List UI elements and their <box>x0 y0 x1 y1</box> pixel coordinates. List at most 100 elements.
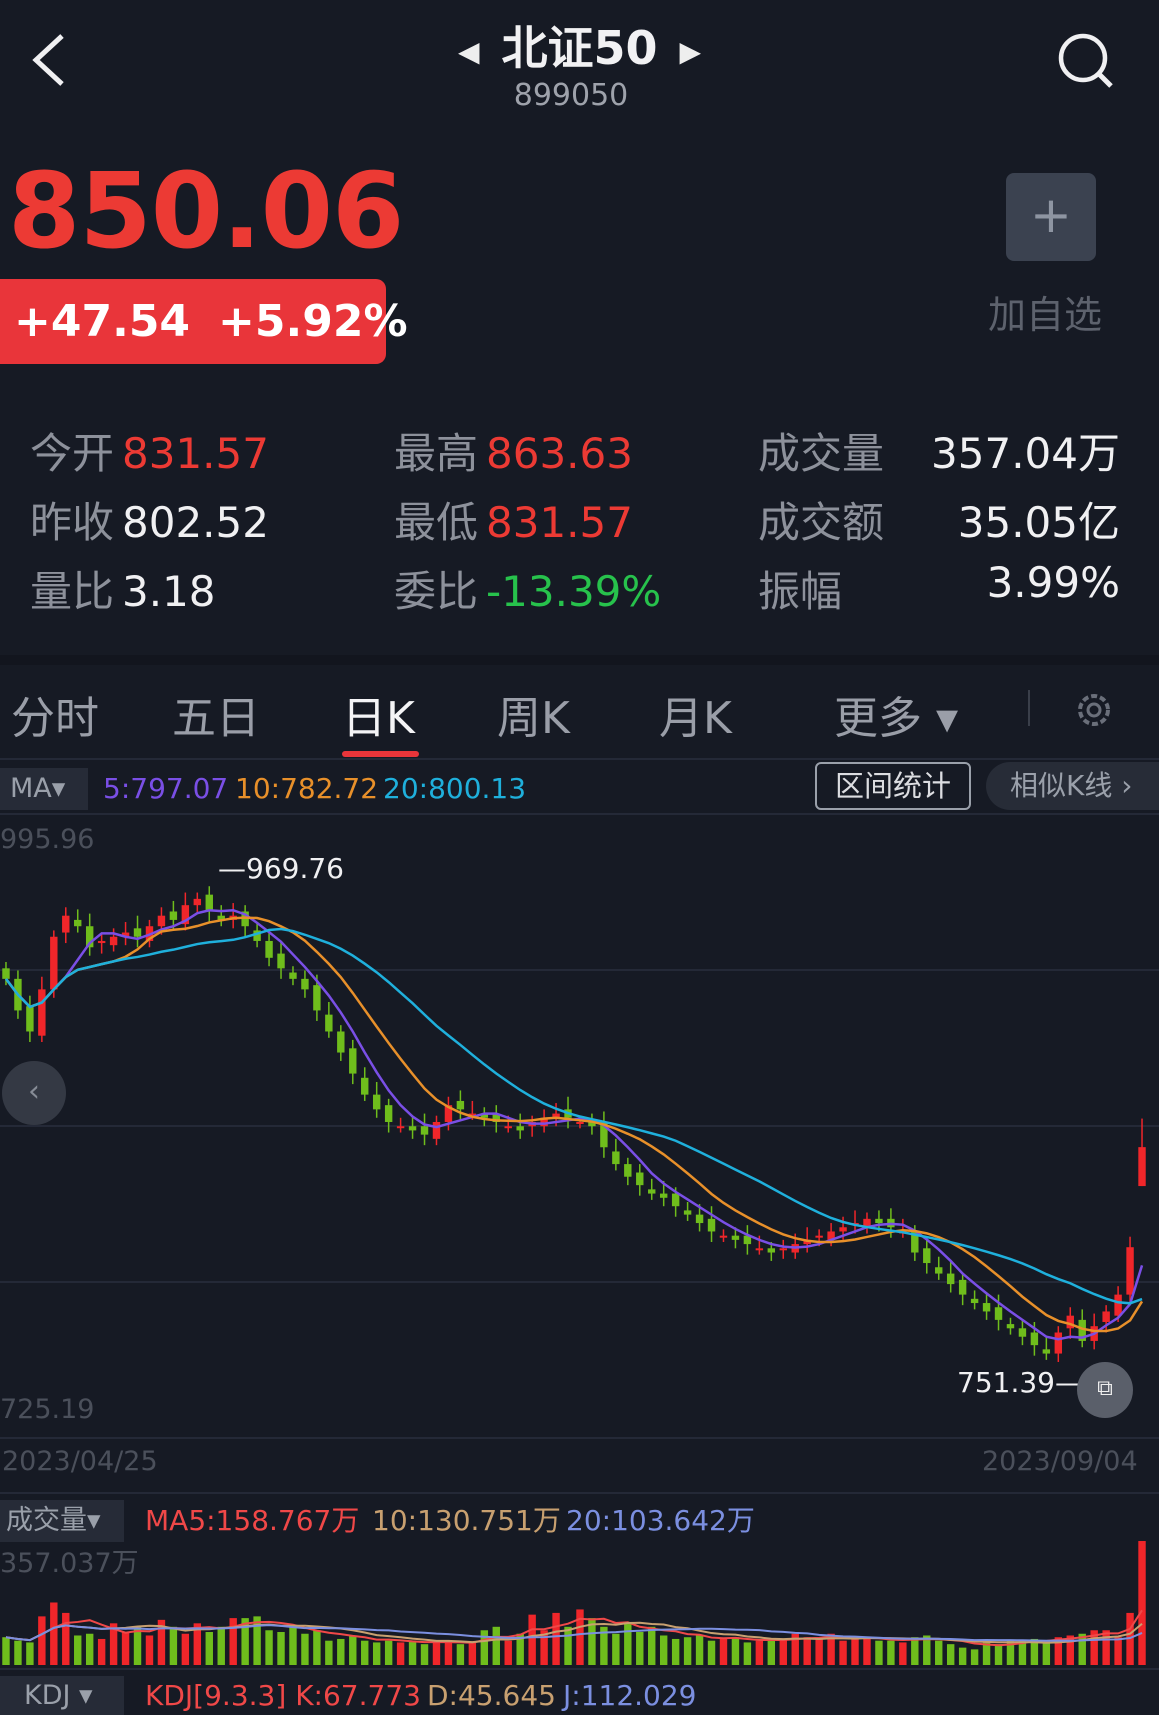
candle <box>815 1235 823 1238</box>
candle <box>803 1239 811 1245</box>
change-badge: +47.54 +5.92% <box>0 279 408 364</box>
volume-bar <box>265 1630 273 1665</box>
stat-7: 委比 -13.39% <box>394 558 661 619</box>
similar-k-button[interactable]: 相似K线 › <box>986 762 1159 810</box>
volume-bar <box>851 1638 859 1665</box>
stat-label: 最高 <box>394 429 479 478</box>
volume-bar <box>564 1626 572 1665</box>
volume-bar <box>97 1638 106 1665</box>
candle <box>157 915 166 927</box>
volume-bar <box>911 1637 919 1665</box>
candle <box>372 1094 381 1110</box>
candle <box>1138 1147 1146 1187</box>
candle <box>755 1248 764 1251</box>
volume-max-label: 357.037万 <box>0 1548 139 1579</box>
candle <box>217 915 225 920</box>
volume-bar <box>863 1637 871 1665</box>
volume-bar <box>1138 1541 1146 1665</box>
candle <box>767 1248 776 1253</box>
volume-bar <box>420 1644 429 1665</box>
candle <box>731 1235 740 1240</box>
fullscreen-button[interactable]: ⧉ <box>1077 1362 1133 1418</box>
candle <box>384 1105 393 1123</box>
next-stock-icon[interactable]: ▶ <box>679 35 702 68</box>
volume-bar <box>815 1638 823 1665</box>
tab-5[interactable]: 更多 ▾ <box>834 693 959 744</box>
stat-label: 委比 <box>394 567 479 616</box>
plus-icon: + <box>1030 186 1072 244</box>
volume-ma20-line <box>5 1624 1143 1642</box>
stat-value: 863.63 <box>486 429 633 478</box>
tab-2[interactable]: 日K <box>342 693 415 744</box>
volume-bar <box>707 1640 716 1665</box>
candle <box>133 928 142 937</box>
stat-4: 最低 831.57 <box>394 489 633 550</box>
start-date: 2023/04/25 <box>2 1446 158 1477</box>
stat-value: 35.05亿 <box>957 498 1120 547</box>
range-stats-button[interactable]: 区间统计 <box>815 762 971 810</box>
divider <box>0 655 1159 665</box>
tab-0[interactable]: 分时 <box>11 693 99 744</box>
search-button[interactable] <box>1055 30 1119 98</box>
volume-bar <box>671 1638 680 1665</box>
add-watchlist-label[interactable]: 加自选 <box>988 293 1103 337</box>
volume-bar <box>1078 1633 1086 1665</box>
volume-bar <box>1102 1630 1110 1665</box>
volume-bar <box>361 1640 369 1665</box>
volume-bar <box>217 1626 225 1665</box>
candle <box>38 989 46 1036</box>
candle <box>923 1248 931 1264</box>
divider <box>0 758 1159 760</box>
expand-icon: ⧉ <box>1097 1376 1113 1401</box>
stat-0: 今开 831.57 <box>30 420 269 481</box>
candle <box>636 1172 644 1186</box>
volume-bar <box>2 1637 10 1665</box>
volume-bar <box>349 1635 357 1665</box>
candle <box>911 1231 919 1253</box>
volume-bar <box>169 1626 178 1665</box>
candle <box>1126 1247 1134 1295</box>
stat-value: 831.57 <box>122 429 269 478</box>
volume-bar <box>241 1618 249 1665</box>
volume-selector[interactable]: 成交量▾ <box>0 1500 124 1542</box>
volume-bar <box>970 1649 979 1665</box>
stat-label: 今开 <box>30 429 115 478</box>
settings-button[interactable] <box>1072 688 1116 736</box>
grid-line <box>0 969 1159 971</box>
prev-stock-icon[interactable]: ◀ <box>457 35 480 68</box>
tab-1[interactable]: 五日 <box>172 693 260 744</box>
tab-3[interactable]: 周K <box>497 693 570 744</box>
candle <box>325 1014 333 1032</box>
candle <box>659 1193 668 1198</box>
kdj-selector[interactable]: KDJ ▾ <box>0 1676 124 1715</box>
volume-bar <box>839 1640 847 1665</box>
candle <box>349 1048 357 1074</box>
volume-bar <box>600 1626 608 1665</box>
add-watchlist-button[interactable]: + <box>1006 173 1096 261</box>
candle <box>576 1122 584 1125</box>
back-button[interactable] <box>28 30 72 90</box>
candle <box>241 911 249 927</box>
volume-bar <box>229 1618 237 1665</box>
scroll-left-button[interactable]: ‹ <box>2 1061 66 1125</box>
high-label: 969.76 <box>246 852 344 885</box>
candle <box>552 1113 560 1118</box>
candle <box>1078 1319 1086 1341</box>
volume-bar <box>85 1633 94 1665</box>
candle <box>313 985 321 1011</box>
ma5-value: 5:797.07 <box>103 772 229 805</box>
candle <box>468 1113 477 1116</box>
volume-bar <box>719 1638 728 1665</box>
stat-label: 成交量 <box>758 429 885 478</box>
volume-bar <box>157 1619 166 1665</box>
tab-4[interactable]: 月K <box>659 693 732 744</box>
ma-selector[interactable]: MA▾ <box>0 768 88 810</box>
stat-value: 3.99% <box>986 558 1120 607</box>
stat-8: 振幅 3.99% <box>758 558 1120 619</box>
volume-bar <box>145 1635 154 1665</box>
volume-bar <box>468 1642 477 1665</box>
active-tab-underline <box>342 751 419 757</box>
volume-bar <box>552 1612 560 1665</box>
grid-line <box>0 1437 1159 1439</box>
